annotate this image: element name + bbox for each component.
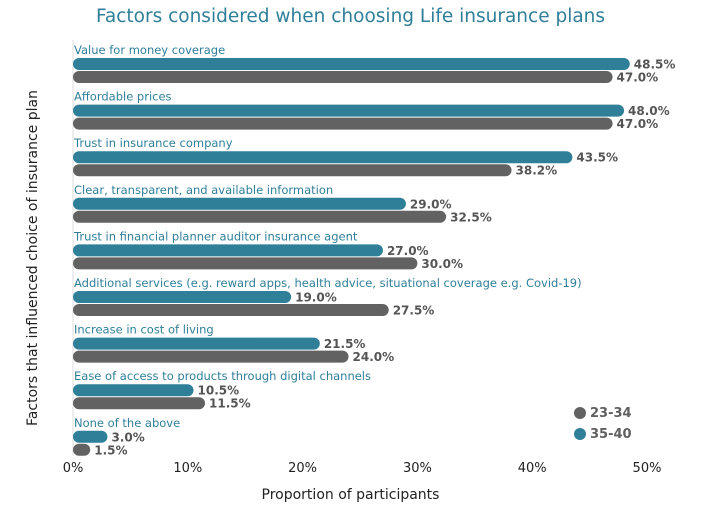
category-label: Affordable prices <box>74 90 172 104</box>
data-label-23-34: 47.0% <box>617 71 659 85</box>
bar-35-40 <box>73 384 194 397</box>
data-label-23-34: 27.5% <box>393 304 435 318</box>
legend-dot-23-34 <box>574 407 586 419</box>
bar-35-40 <box>73 291 292 303</box>
data-label-23-34: 30.0% <box>421 257 463 271</box>
bar-23-34 <box>73 117 613 130</box>
x-tick-label: 0% <box>63 461 84 476</box>
category-label: None of the above <box>74 416 180 430</box>
x-tick-label: 50% <box>633 461 662 476</box>
legend-dot-35-40 <box>574 428 586 440</box>
bar-23-34 <box>73 164 512 177</box>
data-label-35-40: 48.5% <box>634 58 676 72</box>
bar-23-34 <box>73 397 206 410</box>
bar-23-34 <box>73 71 613 83</box>
category-label: Additional services (e.g. reward apps, h… <box>74 276 582 290</box>
bar-35-40 <box>73 151 573 164</box>
data-label-23-34: 24.0% <box>353 350 395 364</box>
data-label-23-34: 1.5% <box>94 443 127 457</box>
data-label-23-34: 11.5% <box>209 397 251 411</box>
data-label-35-40: 43.5% <box>576 151 618 165</box>
bar-35-40 <box>73 104 625 117</box>
bar-35-40 <box>73 337 320 350</box>
category-label: Ease of access to products through digit… <box>74 369 371 383</box>
legend-label-23-34: 23-34 <box>590 406 632 421</box>
bar-35-40 <box>73 58 630 70</box>
bar-23-34 <box>73 304 389 316</box>
legend-item-23-34: 23-34 <box>574 406 632 421</box>
data-label-35-40: 3.0% <box>111 430 144 444</box>
data-label-35-40: 27.0% <box>387 244 429 258</box>
bar-35-40 <box>73 244 383 257</box>
data-label-23-34: 32.5% <box>450 210 492 224</box>
data-label-35-40: 19.0% <box>295 291 337 305</box>
x-tick-label: 10% <box>173 461 202 476</box>
data-label-35-40: 29.0% <box>410 197 452 211</box>
legend-item-35-40: 35-40 <box>574 427 632 442</box>
data-label-35-40: 10.5% <box>198 384 240 398</box>
data-label-35-40: 48.0% <box>628 104 670 118</box>
bar-23-34 <box>73 443 91 456</box>
x-tick-label: 40% <box>518 461 547 476</box>
bar-35-40 <box>73 430 108 443</box>
bar-23-34 <box>73 350 349 363</box>
data-label-35-40: 21.5% <box>324 337 366 351</box>
bar-23-34 <box>73 210 447 223</box>
data-label-23-34: 47.0% <box>617 117 659 131</box>
x-tick-label: 20% <box>288 461 317 476</box>
chart-title: Factors considered when choosing Life in… <box>95 6 606 27</box>
category-label: Value for money coverage <box>74 43 225 57</box>
x-tick-label: 30% <box>403 461 432 476</box>
data-label-23-34: 38.2% <box>516 164 558 178</box>
category-label: Trust in financial planner auditor insur… <box>73 229 358 243</box>
bar-35-40 <box>73 197 406 210</box>
category-label: Increase in cost of living <box>74 323 214 337</box>
bar-23-34 <box>73 257 418 270</box>
legend-label-35-40: 35-40 <box>590 427 632 442</box>
x-axis-title: Proportion of participants <box>261 487 440 503</box>
category-label: Clear, transparent, and available inform… <box>74 183 333 197</box>
category-label: Trust in insurance company <box>73 136 233 150</box>
